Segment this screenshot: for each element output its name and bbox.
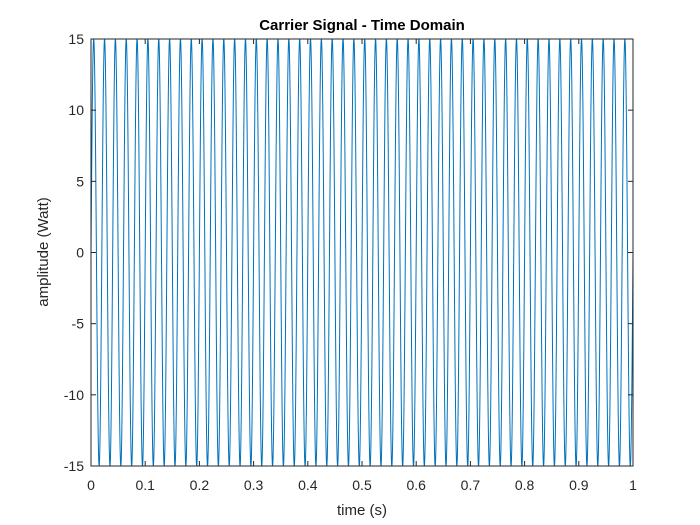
x-tick-label-1: 0.1 <box>135 477 155 493</box>
x-tick-label-5: 0.5 <box>352 477 372 493</box>
y-tick-label-3: 0 <box>76 245 84 261</box>
y-tick-label-4: -5 <box>72 316 85 332</box>
y-tick-label-0: 15 <box>68 31 84 47</box>
ticks-layer: 0 0.1 0.2 0.3 0.4 0.5 0.6 0.7 0.8 0.9 1 15 10 5 0 -5 -10… <box>64 31 637 493</box>
y-axis-label: amplitude (Watt) <box>35 197 52 306</box>
y-tick-label-5: -10 <box>64 387 84 403</box>
x-tick-label-10: 1 <box>629 477 637 493</box>
x-tick-label-8: 0.8 <box>515 477 535 493</box>
x-tick-label-2: 0.2 <box>190 477 210 493</box>
x-axis-label: time (s) <box>337 502 387 519</box>
x-tick-label-7: 0.7 <box>461 477 481 493</box>
x-tick-label-3: 0.3 <box>244 477 264 493</box>
x-tick-label-4: 0.4 <box>298 477 318 493</box>
x-tick-label-9: 0.9 <box>569 477 589 493</box>
chart-title: Carrier Signal - Time Domain <box>259 17 465 34</box>
series-line-0 <box>90 38 634 467</box>
y-tick-label-6: -15 <box>64 458 84 474</box>
x-tick-label-0: 0 <box>87 477 95 493</box>
y-tick-label-1: 10 <box>68 102 84 118</box>
series-layer <box>90 38 634 467</box>
x-tick-label-6: 0.6 <box>406 477 426 493</box>
y-tick-label-2: 5 <box>76 173 84 189</box>
